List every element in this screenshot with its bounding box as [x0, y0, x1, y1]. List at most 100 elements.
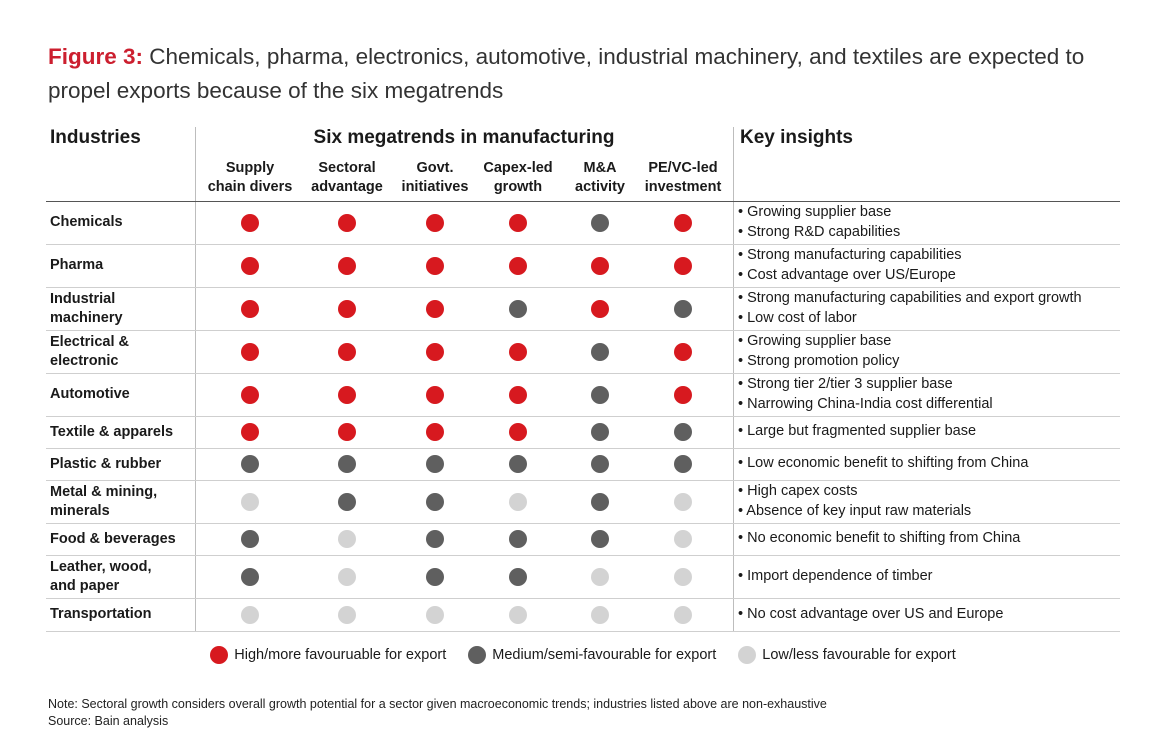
legend-dot-high	[210, 646, 229, 664]
rating-dot-low	[338, 530, 356, 548]
rating-dot-low	[241, 605, 259, 624]
row-divider	[46, 244, 1120, 245]
industry-label-line: and paper	[50, 577, 120, 594]
rating-dot-low	[338, 567, 356, 586]
column-header-line: growth	[493, 179, 543, 195]
legend-item-medium: Medium/semi-favourable for export	[468, 646, 716, 664]
rating-dot-high	[509, 256, 527, 275]
rating-dot-low	[338, 605, 356, 624]
rating-dot-high	[509, 385, 527, 404]
key-insight-line: • Strong R&D capabilities	[738, 223, 901, 240]
legend-item-high: High/more favouruable for export	[210, 646, 446, 664]
rating-dot-high	[241, 342, 259, 361]
rating-dot-high	[426, 342, 444, 361]
industry-label-line: Metal & mining,	[50, 483, 158, 500]
rating-dot-medium	[338, 492, 356, 511]
industry-label-line: Chemicals	[50, 214, 123, 230]
rating-dot-medium	[338, 455, 356, 473]
key-insight-line: • No cost advantage over US and Europe	[738, 605, 1004, 622]
key-insight: • High capex costs • Absence of key input…	[738, 482, 971, 521]
rating-dot-medium	[591, 530, 609, 548]
rating-dot-high	[426, 423, 444, 441]
rating-dot-low	[591, 567, 609, 586]
rating-dot-high	[338, 423, 356, 441]
rating-dot-high	[241, 256, 259, 275]
row-divider	[46, 201, 1120, 202]
key-insight-line: • Large but fragmented supplier base	[738, 423, 977, 440]
rating-dot-high	[509, 342, 527, 361]
rating-dot-medium	[591, 385, 609, 404]
legend: High/more favouruable for export Medium/s…	[0, 646, 1166, 664]
row-divider	[46, 448, 1120, 449]
rating-dot-high	[674, 256, 692, 275]
row-divider	[46, 287, 1120, 288]
industry-label: Leather, wood, and paper	[50, 558, 152, 596]
rating-dot-high	[509, 213, 527, 232]
rating-dot-high	[338, 385, 356, 404]
column-header: Capex-led growth	[471, 159, 565, 197]
rating-dot-high	[509, 423, 527, 441]
row-divider	[46, 480, 1120, 481]
industry-label: Automotive	[50, 385, 130, 404]
source-text: Source: Bain analysis	[48, 714, 169, 728]
rating-dot-medium	[241, 530, 259, 548]
industry-label: Chemicals	[50, 213, 123, 232]
industry-label-line: Electrical &	[50, 333, 129, 350]
rating-dot-low	[674, 567, 692, 586]
column-header-line: Sectoral	[318, 160, 376, 176]
rating-dot-medium	[426, 492, 444, 511]
rating-dot-high	[674, 342, 692, 361]
row-divider	[46, 416, 1120, 417]
rating-dot-low	[591, 605, 609, 624]
figure-title-text: Chemicals, pharma, electronics, automoti…	[48, 44, 1085, 103]
key-insight-line: • Low cost of labor	[738, 309, 857, 326]
rating-dot-medium	[591, 213, 609, 232]
rating-dot-medium	[509, 567, 527, 586]
key-insight: • Strong tier 2/tier 3 supplier base • Na…	[738, 375, 993, 414]
row-divider	[46, 598, 1120, 599]
legend-label: Medium/semi-favourable for export	[492, 647, 717, 663]
key-insight-line: • Strong manufacturing capabilities and …	[738, 290, 1082, 306]
rating-dot-medium	[426, 455, 444, 473]
rating-dot-low	[509, 492, 527, 511]
column-header-line: chain divers	[207, 179, 293, 195]
row-divider	[46, 330, 1120, 331]
key-insight: • No economic benefit to shifting from C…	[738, 529, 1020, 549]
industry-label: Metal & mining, minerals	[50, 483, 157, 521]
figure-label: Figure 3:	[48, 44, 144, 69]
rating-dot-medium	[674, 299, 692, 318]
key-insight-line: • Import dependence of timber	[738, 567, 933, 584]
key-insight-line: • Strong manufacturing capabilities	[738, 247, 962, 263]
rating-dot-medium	[426, 530, 444, 548]
industry-label-line: minerals	[50, 502, 110, 519]
industry-label-line: Leather, wood,	[50, 558, 152, 575]
legend-label: High/more favouruable for export	[234, 647, 447, 663]
rating-dot-medium	[509, 299, 527, 318]
rating-dot-high	[426, 385, 444, 404]
column-header-line: initiatives	[401, 179, 469, 195]
rating-dot-medium	[426, 567, 444, 586]
key-insight: • Strong manufacturing capabilities • Cos…	[738, 246, 962, 285]
figure-title: Figure 3: Chemicals, pharma, electronics…	[48, 40, 1138, 108]
industry-label: Industrial machinery	[50, 290, 123, 328]
industry-label-line: Textile & apparels	[50, 423, 174, 440]
rating-dot-low	[509, 605, 527, 624]
key-insight-line: • Cost advantage over US/Europe	[738, 266, 956, 283]
row-divider	[46, 631, 1120, 632]
industries-header: Industries	[50, 127, 141, 148]
industry-label-line: Transportation	[50, 606, 152, 622]
key-insight-line: • High capex costs	[738, 483, 858, 499]
rating-dot-high	[591, 256, 609, 275]
legend-dot-medium	[468, 646, 487, 664]
rating-dot-high	[241, 213, 259, 232]
rating-dot-high	[241, 423, 259, 441]
industry-label-line: Pharma	[50, 257, 104, 273]
key-insight-line: • Absence of key input raw materials	[738, 502, 972, 519]
industry-label-line: Plastic & rubber	[50, 455, 162, 472]
rating-dot-low	[674, 492, 692, 511]
rating-dot-medium	[591, 423, 609, 441]
column-header-line: Capex-led	[483, 160, 553, 176]
industry-label-line: Automotive	[50, 386, 130, 402]
key-insight: • Growing supplier base • Strong promotio…	[738, 332, 899, 371]
